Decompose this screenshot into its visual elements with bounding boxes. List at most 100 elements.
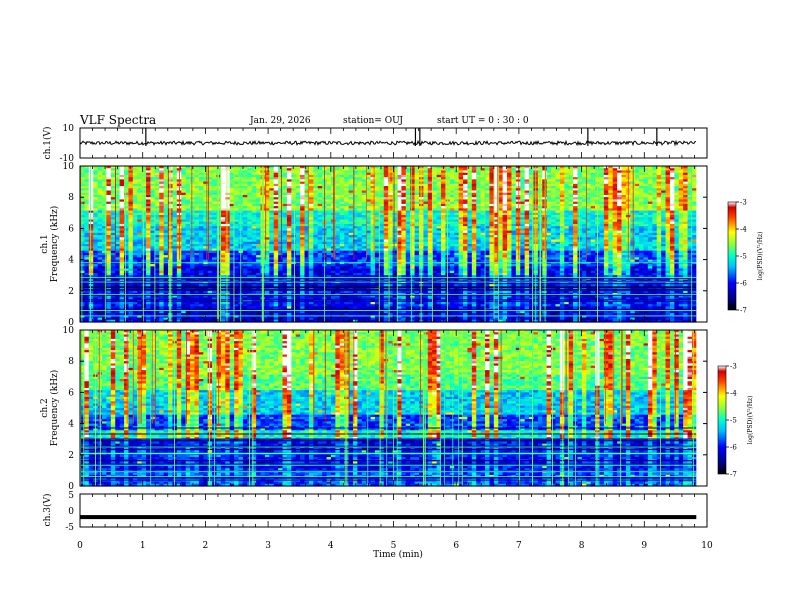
spectrogram-cell: [647, 170, 653, 174]
spectrogram-cell: [361, 174, 367, 178]
spectrogram-cell: [124, 174, 130, 178]
spectrogram-cell: [586, 174, 592, 178]
spectrogram-cell: [88, 179, 94, 183]
spectrogram-cell: [449, 190, 455, 194]
spectrogram-cell: [599, 179, 605, 183]
spectrogram-cell: [203, 190, 209, 194]
spectrogram-cell: [388, 172, 394, 176]
spectrogram-cell: [366, 201, 372, 205]
spectrogram-cell: [586, 183, 592, 187]
spectrogram-cell: [132, 188, 138, 192]
spectrogram-cell: [652, 192, 658, 196]
spectrogram-cell: [234, 199, 240, 203]
spectrogram-cell: [634, 206, 640, 209]
spectrogram-cell: [546, 177, 552, 180]
spectrogram-cell: [458, 183, 464, 187]
spectrogram-cell: [282, 197, 288, 201]
spectrogram-cell: [154, 201, 160, 205]
spectrogram-cell: [304, 188, 310, 192]
spectrogram-cell: [463, 166, 469, 169]
spectrogram-cell: [260, 201, 266, 205]
spectrogram-cell: [669, 188, 675, 192]
spectrogram-cell: [396, 177, 402, 180]
spectrogram-cell: [370, 197, 376, 201]
spectrogram-cell: [436, 174, 442, 178]
spectrogram-cell: [234, 206, 240, 209]
spectrogram-cell: [370, 199, 376, 203]
spectrogram-cell: [102, 210, 108, 214]
spectrogram-cell: [80, 197, 85, 201]
spectrogram-cell: [678, 194, 684, 198]
spectrogram-cell: [639, 168, 645, 172]
spectrogram-cell: [229, 206, 235, 209]
spectrogram-cell: [154, 170, 160, 174]
spectrogram-cell: [476, 199, 482, 203]
spectrogram-cell: [159, 194, 165, 198]
spectrogram-cell: [396, 203, 402, 207]
spectrogram-cell: [621, 166, 627, 169]
spectrogram-cell: [207, 168, 213, 172]
spectrogram-cell: [643, 190, 649, 194]
spectrogram-cell: [647, 186, 653, 189]
spectrogram-cell: [388, 194, 394, 198]
spectrogram-cell: [256, 177, 262, 180]
spectrogram-cell: [163, 170, 169, 174]
spectrogram-cell: [687, 177, 693, 180]
spectrogram-cell: [463, 197, 469, 201]
spectrogram-cell: [291, 192, 297, 196]
spectrogram-cell: [198, 170, 204, 174]
spectrogram-cell: [405, 183, 411, 187]
spectrogram-cell: [150, 168, 156, 172]
spectrogram-cell: [423, 166, 429, 169]
spectrogram-cell: [335, 188, 341, 192]
spectrogram-cell: [520, 179, 526, 183]
spectrogram-cell: [665, 183, 671, 187]
spectrogram-cell: [119, 190, 125, 194]
spectrogram-cell: [128, 206, 134, 209]
spectrogram-cell: [590, 201, 596, 205]
spectrogram-cell: [185, 168, 191, 172]
spectrogram-cell: [401, 192, 407, 196]
spectrogram-cell: [551, 186, 557, 189]
spectrogram-cell: [286, 166, 292, 169]
spectrogram-cell: [132, 192, 138, 196]
spectrogram-cell: [344, 172, 350, 176]
spectrogram-cell: [317, 188, 323, 192]
spectrogram-cell: [423, 203, 429, 207]
spectrogram-cell: [344, 210, 350, 214]
spectrogram-cell: [370, 177, 376, 180]
spectrogram-cell: [207, 208, 213, 212]
spectrogram-cell: [194, 210, 200, 214]
spectrogram-cell: [326, 188, 332, 192]
spectrogram-cell: [546, 170, 552, 174]
spectrogram-cell: [88, 206, 94, 209]
spectrogram-cell: [551, 199, 557, 203]
spectrogram-cell: [313, 177, 319, 180]
spectrogram-cell: [418, 188, 424, 192]
spectrogram-cell: [414, 166, 420, 169]
spectrogram-cell: [502, 181, 508, 185]
spectrogram-cell: [559, 188, 565, 192]
spectrogram-cell: [476, 201, 482, 205]
spectrogram-cell: [507, 181, 513, 185]
spectrogram-cell: [181, 208, 187, 212]
spectrogram-cell: [352, 194, 358, 198]
spectrogram-cell: [229, 210, 235, 214]
spectrogram-cell: [617, 199, 623, 203]
spectrogram-cell: [546, 201, 552, 205]
spectrogram-cell: [212, 190, 218, 194]
spectrogram-cell: [480, 201, 486, 205]
spectrogram-cell: [159, 168, 165, 172]
spectrogram-cell: [463, 208, 469, 212]
spectrogram-cell: [282, 199, 288, 203]
spectrogram-cell: [220, 186, 226, 189]
spectrogram-cell: [634, 201, 640, 205]
spectrogram-cell: [489, 188, 495, 192]
spectrogram-cell: [691, 183, 697, 187]
spectrogram-cell: [260, 210, 266, 214]
spectrogram-cell: [564, 181, 570, 185]
spectrogram-cell: [225, 186, 231, 189]
spectrogram-cell: [418, 168, 424, 172]
spectrogram-cell: [661, 197, 667, 201]
spectrogram-cell: [194, 188, 200, 192]
